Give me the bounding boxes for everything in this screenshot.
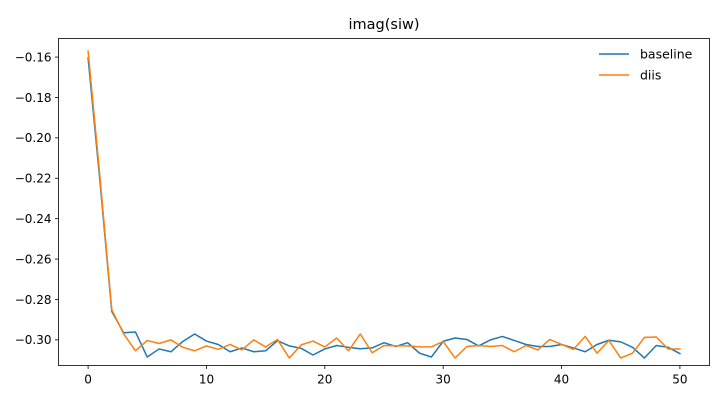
x-tick-label: 10 bbox=[199, 373, 214, 387]
y-tick-label: −0.16 bbox=[15, 50, 52, 64]
x-tick-label: 20 bbox=[317, 373, 332, 387]
y-tick-label: −0.22 bbox=[15, 172, 52, 186]
x-tick-label: 40 bbox=[554, 373, 569, 387]
x-axis: 0 10 20 30 40 50 bbox=[84, 365, 688, 387]
series-line-baseline bbox=[87, 57, 681, 359]
chart-title: imag(siw) bbox=[349, 17, 420, 33]
y-tick-label: −0.28 bbox=[15, 293, 52, 307]
x-tick-label: 0 bbox=[84, 373, 92, 387]
y-tick-label: −0.18 bbox=[15, 91, 52, 105]
y-tick-label: −0.20 bbox=[15, 131, 52, 145]
y-tick-label: −0.30 bbox=[15, 333, 52, 347]
x-tick-label: 30 bbox=[436, 373, 451, 387]
series-line-diis bbox=[87, 50, 681, 359]
x-tick-label: 50 bbox=[672, 373, 687, 387]
legend: baseline diis bbox=[599, 47, 693, 83]
y-tick-label: −0.26 bbox=[15, 252, 52, 266]
y-axis: −0.16 −0.18 −0.20 −0.22 −0.24 −0.26 −0.28 −0.30 bbox=[15, 50, 59, 347]
y-tick-label: −0.24 bbox=[15, 212, 52, 226]
legend-label-diis: diis bbox=[640, 68, 661, 83]
plot-area bbox=[87, 50, 681, 359]
legend-label-baseline: baseline bbox=[640, 47, 693, 62]
axes-frame bbox=[58, 38, 710, 366]
